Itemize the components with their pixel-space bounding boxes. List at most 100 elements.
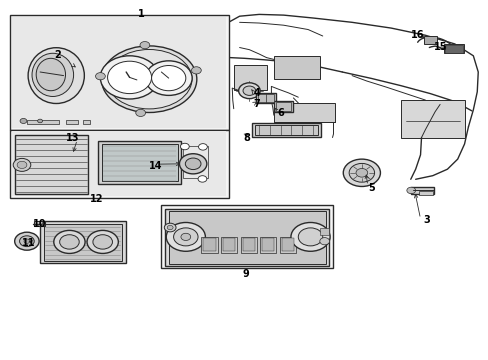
Ellipse shape — [102, 46, 196, 112]
Circle shape — [166, 222, 205, 251]
Bar — [276, 102, 290, 111]
Text: 14: 14 — [148, 161, 162, 171]
Text: 15: 15 — [433, 42, 447, 52]
Bar — [320, 228, 328, 235]
Text: 2: 2 — [54, 50, 61, 60]
Bar — [242, 238, 254, 251]
Text: 13: 13 — [65, 133, 79, 143]
Text: 6: 6 — [277, 108, 284, 118]
Bar — [256, 93, 275, 103]
Text: 7: 7 — [253, 99, 260, 109]
Circle shape — [20, 236, 34, 247]
Bar — [260, 237, 276, 253]
Bar — [10, 130, 228, 198]
Circle shape — [406, 187, 415, 194]
Bar — [273, 101, 293, 112]
Bar — [281, 238, 293, 251]
Circle shape — [243, 86, 255, 95]
Circle shape — [181, 233, 190, 240]
Circle shape — [167, 225, 173, 230]
Text: 9: 9 — [242, 269, 248, 279]
Bar — [223, 238, 235, 251]
Bar — [201, 237, 217, 253]
Circle shape — [343, 159, 380, 186]
Circle shape — [95, 73, 105, 80]
Bar — [262, 238, 274, 251]
Bar — [183, 146, 207, 178]
Bar — [169, 211, 325, 264]
Circle shape — [54, 230, 85, 253]
Circle shape — [191, 67, 201, 74]
Bar — [258, 94, 273, 102]
Text: 11: 11 — [21, 238, 35, 248]
Circle shape — [140, 41, 149, 49]
Circle shape — [198, 176, 206, 182]
Bar — [233, 65, 266, 90]
Text: 8: 8 — [243, 132, 249, 143]
Bar — [27, 120, 59, 124]
Bar — [443, 44, 463, 53]
Ellipse shape — [36, 58, 65, 91]
Bar — [12, 131, 226, 196]
Circle shape — [238, 83, 260, 99]
Circle shape — [185, 158, 201, 170]
Bar — [44, 224, 122, 261]
Circle shape — [87, 230, 118, 253]
Bar — [273, 103, 334, 122]
Bar — [273, 56, 320, 79]
Bar — [34, 221, 45, 226]
Ellipse shape — [106, 49, 192, 109]
Circle shape — [355, 168, 367, 177]
Circle shape — [198, 144, 207, 150]
Bar — [410, 187, 433, 194]
Circle shape — [93, 235, 112, 249]
Bar — [98, 141, 181, 184]
Circle shape — [20, 118, 27, 123]
Circle shape — [319, 238, 329, 245]
Text: 12: 12 — [90, 194, 103, 204]
Bar — [240, 237, 256, 253]
Text: 3: 3 — [422, 215, 429, 225]
Bar — [424, 36, 436, 44]
Bar — [255, 125, 317, 135]
Circle shape — [290, 222, 329, 251]
Bar — [203, 238, 215, 251]
Bar — [161, 205, 332, 268]
Circle shape — [173, 228, 198, 246]
Circle shape — [298, 228, 322, 246]
Text: 1: 1 — [138, 9, 145, 19]
Text: 5: 5 — [367, 183, 374, 193]
Text: 16: 16 — [410, 30, 424, 40]
Circle shape — [348, 163, 374, 182]
Bar — [10, 15, 228, 130]
Bar — [165, 209, 328, 266]
Bar — [444, 45, 462, 53]
Circle shape — [136, 109, 145, 117]
Circle shape — [17, 161, 27, 168]
Circle shape — [24, 239, 30, 243]
Circle shape — [107, 61, 151, 94]
Text: 10: 10 — [33, 219, 47, 229]
Bar — [40, 221, 125, 263]
Bar — [83, 120, 90, 124]
Bar — [221, 237, 237, 253]
Circle shape — [13, 158, 31, 171]
Circle shape — [151, 66, 185, 91]
Circle shape — [180, 143, 189, 150]
Text: 4: 4 — [253, 88, 260, 98]
Ellipse shape — [28, 48, 84, 103]
Circle shape — [38, 119, 42, 123]
Circle shape — [60, 235, 79, 249]
Bar — [279, 237, 295, 253]
Bar — [12, 17, 226, 128]
Bar — [418, 191, 432, 195]
Bar — [66, 120, 78, 124]
Circle shape — [145, 61, 192, 95]
Bar — [15, 135, 88, 194]
Circle shape — [179, 154, 206, 174]
Bar — [252, 123, 320, 137]
Circle shape — [15, 232, 39, 250]
Circle shape — [100, 56, 159, 99]
Bar — [102, 144, 177, 181]
Ellipse shape — [32, 53, 73, 96]
